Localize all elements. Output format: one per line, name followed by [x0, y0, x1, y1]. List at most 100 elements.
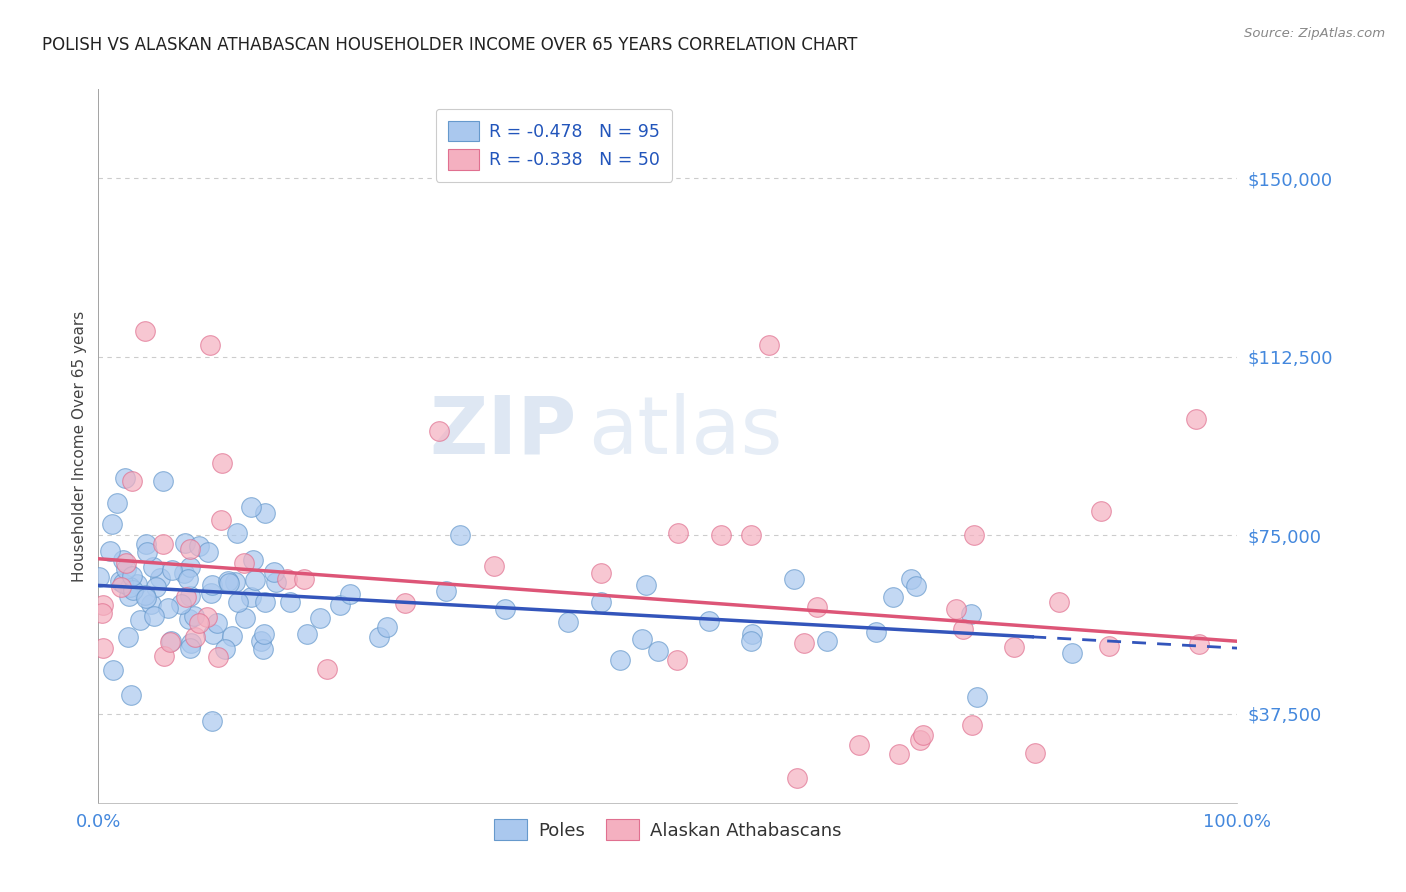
- Point: [449, 528, 471, 542]
- Point: [945, 601, 967, 615]
- Point: [817, 633, 839, 648]
- Point: [135, 591, 157, 605]
- Point: [253, 627, 276, 641]
- Point: [134, 588, 156, 602]
- Point: [339, 587, 361, 601]
- Point: [740, 634, 762, 648]
- Point: [250, 634, 273, 648]
- Point: [557, 615, 579, 629]
- Point: [101, 663, 124, 677]
- Point: [233, 611, 256, 625]
- Point: [887, 747, 910, 761]
- Point: [263, 565, 285, 579]
- Point: [427, 424, 450, 438]
- Point: [217, 574, 239, 588]
- Point: [966, 690, 988, 704]
- Point: [218, 575, 240, 590]
- Point: [205, 615, 228, 630]
- Point: [221, 629, 243, 643]
- Text: ZIP: ZIP: [429, 392, 576, 471]
- Point: [309, 611, 332, 625]
- Point: [117, 630, 139, 644]
- Point: [591, 566, 613, 580]
- Point: [631, 632, 654, 647]
- Point: [368, 631, 391, 645]
- Point: [243, 574, 266, 588]
- Point: [152, 474, 174, 488]
- Point: [252, 642, 274, 657]
- Point: [254, 595, 277, 609]
- Point: [647, 644, 669, 658]
- Point: [156, 601, 179, 615]
- Point: [1024, 746, 1046, 760]
- Point: [105, 495, 128, 509]
- Point: [806, 600, 828, 615]
- Point: [101, 516, 124, 531]
- Point: [120, 688, 142, 702]
- Point: [145, 580, 167, 594]
- Point: [240, 500, 263, 514]
- Point: [666, 526, 689, 541]
- Point: [952, 622, 974, 636]
- Point: [198, 338, 221, 352]
- Point: [187, 615, 209, 630]
- Point: [98, 544, 121, 558]
- Point: [697, 614, 720, 628]
- Point: [434, 584, 457, 599]
- Point: [121, 569, 143, 583]
- Point: [135, 537, 157, 551]
- Point: [315, 662, 337, 676]
- Point: [136, 545, 159, 559]
- Point: [793, 636, 815, 650]
- Y-axis label: Householder Income Over 65 years: Householder Income Over 65 years: [72, 310, 87, 582]
- Point: [201, 578, 224, 592]
- Point: [636, 577, 658, 591]
- Point: [900, 572, 922, 586]
- Text: atlas: atlas: [588, 392, 783, 471]
- Point: [484, 559, 506, 574]
- Point: [226, 595, 249, 609]
- Point: [179, 560, 201, 574]
- Point: [278, 595, 301, 609]
- Point: [201, 714, 224, 728]
- Point: [139, 597, 162, 611]
- Point: [177, 572, 200, 586]
- Point: [591, 595, 613, 609]
- Point: [111, 552, 134, 566]
- Point: [758, 338, 780, 352]
- Point: [201, 627, 224, 641]
- Point: [197, 545, 219, 559]
- Point: [494, 602, 516, 616]
- Point: [179, 589, 201, 603]
- Point: [394, 596, 416, 610]
- Point: [125, 577, 148, 591]
- Point: [173, 536, 195, 550]
- Point: [120, 580, 142, 594]
- Point: [91, 606, 114, 620]
- Point: [242, 553, 264, 567]
- Point: [177, 612, 200, 626]
- Point: [786, 771, 808, 785]
- Point: [848, 739, 870, 753]
- Point: [91, 640, 114, 655]
- Point: [173, 566, 195, 581]
- Point: [882, 590, 904, 604]
- Point: [1047, 595, 1070, 609]
- Point: [292, 572, 315, 586]
- Point: [1060, 646, 1083, 660]
- Point: [110, 580, 132, 594]
- Point: [114, 557, 136, 571]
- Point: [143, 609, 166, 624]
- Legend: Poles, Alaskan Athabascans: Poles, Alaskan Athabascans: [488, 812, 848, 847]
- Point: [183, 609, 205, 624]
- Point: [1090, 504, 1112, 518]
- Point: [329, 599, 352, 613]
- Point: [121, 475, 143, 489]
- Point: [179, 640, 201, 655]
- Point: [865, 625, 887, 640]
- Point: [195, 609, 218, 624]
- Point: [91, 599, 114, 613]
- Point: [118, 589, 141, 603]
- Point: [226, 525, 249, 540]
- Point: [1188, 637, 1211, 651]
